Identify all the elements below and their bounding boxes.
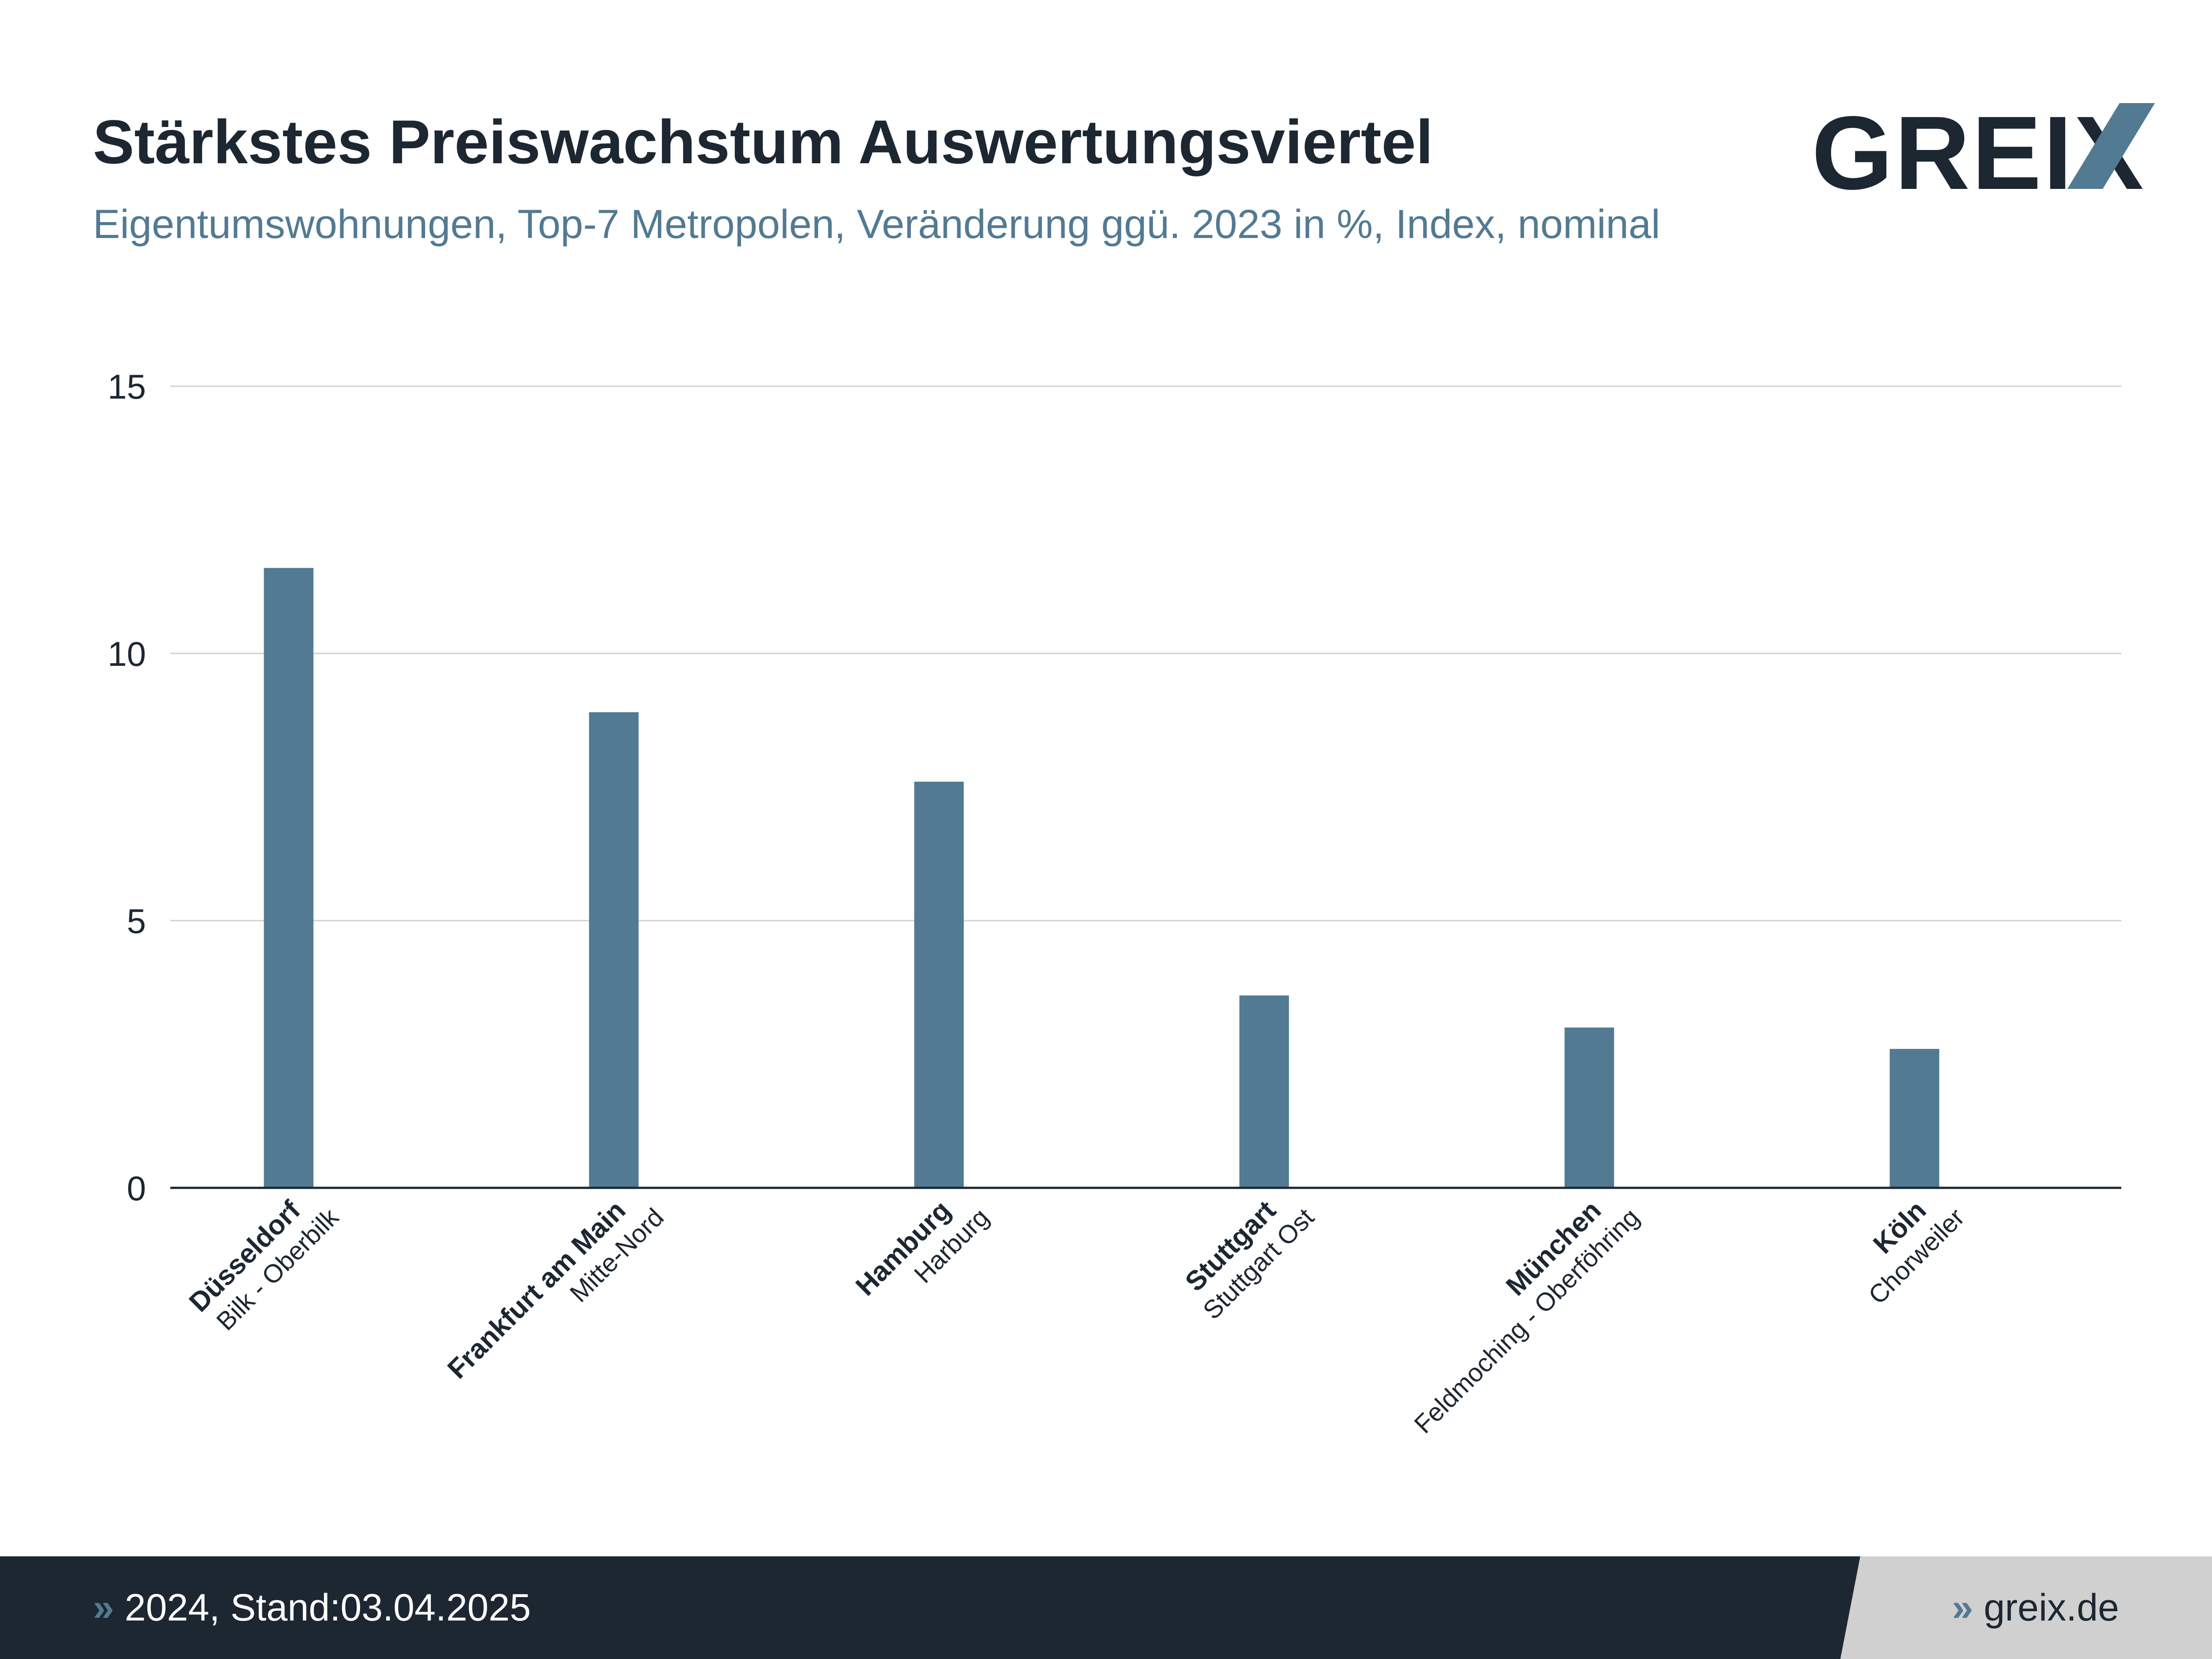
greix-logo-slash <box>2067 103 2155 189</box>
footer-link-chevron-icon: » <box>1952 1586 1974 1629</box>
y-tick-label: 5 <box>127 902 146 941</box>
bars <box>264 568 1939 1188</box>
footer-chevron-icon: » <box>93 1586 114 1629</box>
y-tick-label: 0 <box>127 1169 146 1208</box>
footer-dark-area <box>0 1556 1860 1659</box>
y-axis-ticks: 0 5 10 15 <box>108 367 146 1208</box>
bar <box>1239 995 1289 1188</box>
x-tick-city: Frankfurt am Main <box>442 1195 632 1385</box>
x-tick-district: Feldmoching - Oberföhring <box>1409 1203 1645 1439</box>
footer-link[interactable]: » greix.de <box>1952 1556 2119 1659</box>
chart-title: Stärkstes Preiswachstum Auswertungsviert… <box>93 107 1433 177</box>
greix-logo: GREIX <box>1812 95 2155 197</box>
footer-light-area <box>1840 1556 2212 1659</box>
chart-subtitle: Eigentumswohnungen, Top-7 Metropolen, Ve… <box>93 202 1660 247</box>
y-tick-label: 10 <box>108 634 146 673</box>
footer-link-text[interactable]: greix.de <box>1984 1586 2119 1629</box>
grid-lines <box>170 385 2121 922</box>
bar <box>1564 1027 1614 1188</box>
bar <box>1889 1048 1939 1188</box>
footer-date: » 2024, Stand:03.04.2025 <box>93 1556 531 1659</box>
bar <box>914 781 964 1188</box>
footer-bar <box>0 1556 2212 1659</box>
bar <box>589 712 639 1188</box>
y-tick-label: 15 <box>108 367 146 406</box>
bar <box>264 568 314 1188</box>
footer-date-text: 2024, Stand:03.04.2025 <box>124 1586 531 1629</box>
